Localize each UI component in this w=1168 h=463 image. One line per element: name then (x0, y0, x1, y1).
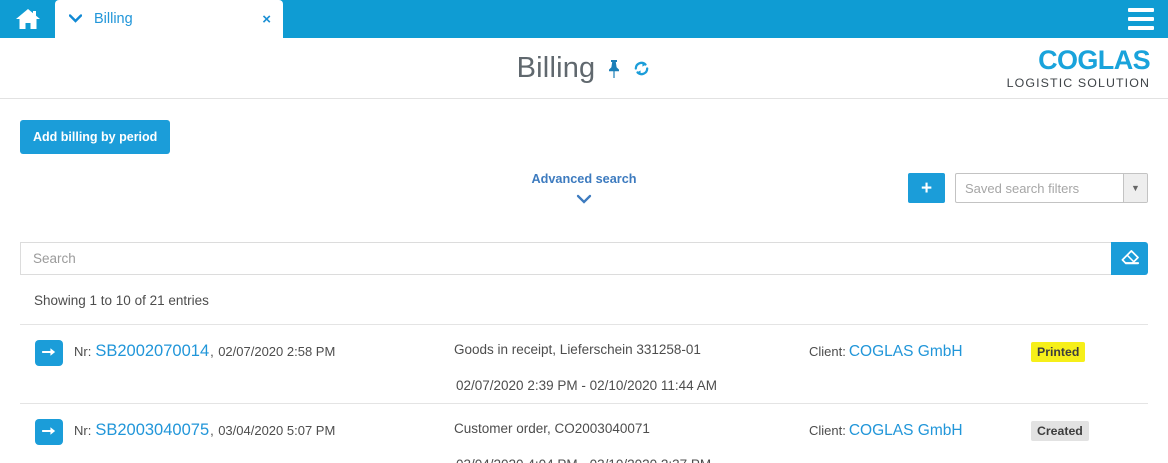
saved-search-filters-value: Saved search filters (965, 180, 1080, 196)
page-title: Billing (516, 52, 596, 84)
open-row-button[interactable] (35, 340, 63, 366)
saved-search-filters-select[interactable]: Saved search filters ▼ (955, 173, 1148, 203)
tab-label: Billing (94, 11, 133, 27)
browser-tab-bar: Billing × (0, 0, 1168, 38)
row-number-cell: Nr: SB2003040075, 03/04/2020 5:07 PM (74, 417, 454, 440)
add-filter-button[interactable]: + (908, 173, 945, 203)
row-action-cell (20, 338, 74, 366)
row-description: Goods in receipt, Lieferschein 331258-01 (454, 342, 701, 357)
home-button[interactable] (0, 0, 55, 38)
row-description: Customer order, CO2003040071 (454, 421, 650, 436)
logo-tagline: LOGISTIC SOLUTION (1006, 76, 1150, 90)
row-client-cell: Client: COGLAS GmbH (809, 338, 1031, 361)
nr-label: Nr: (74, 423, 92, 438)
home-icon (14, 7, 42, 32)
row-description-cell: Goods in receipt, Lieferschein 331258-01… (454, 338, 809, 393)
nr-label: Nr: (74, 344, 92, 359)
status-badge: Printed (1031, 342, 1086, 362)
row-date: 03/04/2020 5:07 PM (218, 423, 336, 438)
row-status-cell: Printed (1031, 338, 1148, 362)
add-billing-by-period-button[interactable]: Add billing by period (20, 120, 171, 154)
chevron-down-icon[interactable] (20, 192, 1148, 207)
status-badge: Created (1031, 421, 1089, 441)
arrow-right-icon (41, 346, 57, 361)
row-date-range: 02/07/2020 2:39 PM - 02/10/2020 11:44 AM (456, 378, 717, 393)
hamburger-bar (1128, 26, 1154, 30)
billing-number-link[interactable]: SB2003040075 (95, 421, 210, 439)
advanced-search-link[interactable]: Advanced search (531, 172, 637, 186)
client-link[interactable]: COGLAS GmbH (848, 422, 963, 439)
client-link[interactable]: COGLAS GmbH (848, 343, 963, 360)
tab-billing[interactable]: Billing × (55, 0, 283, 38)
main-content: Add billing by period Advanced search + … (0, 99, 1168, 463)
page-title-group: Billing (0, 38, 1168, 99)
advanced-search-toggle[interactable]: Advanced search (20, 170, 1148, 207)
close-icon[interactable]: × (262, 10, 271, 28)
row-date-range: 03/04/2020 4:04 PM - 03/10/2020 2:37 PM (454, 457, 809, 463)
chevron-down-icon[interactable]: ▼ (1123, 174, 1147, 202)
row-status-cell: Created (1031, 417, 1148, 441)
row-description-cell: Customer order, CO2003040071 03/04/2020 … (454, 417, 809, 463)
brand-logo: COGLAS LOGISTIC SOLUTION (1006, 45, 1151, 90)
row-comma: , (210, 423, 214, 438)
arrow-right-icon (41, 425, 57, 440)
saved-filters-group: + Saved search filters ▼ (908, 173, 1148, 203)
row-client-cell: Client: COGLAS GmbH (809, 417, 1031, 440)
hamburger-bar (1128, 17, 1154, 21)
logo-wordmark: COGLAS (1038, 45, 1151, 75)
clear-search-button[interactable] (1111, 242, 1148, 275)
row-action-cell (20, 417, 74, 445)
hamburger-bar (1128, 8, 1154, 12)
entries-info: Showing 1 to 10 of 21 entries (34, 293, 209, 308)
chevron-down-icon[interactable] (68, 13, 83, 25)
page-header: Billing COGLAS LOGISTIC SOLUTION (0, 38, 1168, 99)
row-date: 02/07/2020 2:58 PM (218, 344, 336, 359)
billing-table: Nr: SB2002070014, 02/07/2020 2:58 PM Good… (20, 324, 1148, 463)
hamburger-menu-icon[interactable] (1128, 8, 1154, 30)
table-row[interactable]: Nr: SB2002070014, 02/07/2020 2:58 PM Good… (20, 324, 1148, 403)
client-label: Client: (809, 423, 846, 438)
billing-number-link[interactable]: SB2002070014 (95, 342, 210, 360)
search-input[interactable] (20, 242, 1111, 275)
eraser-icon (1120, 249, 1140, 269)
search-toolbar: Advanced search + Saved search filters ▼ (20, 170, 1148, 242)
row-number-cell: Nr: SB2002070014, 02/07/2020 2:58 PM (74, 338, 454, 361)
refresh-icon[interactable] (632, 59, 651, 78)
search-bar (20, 242, 1148, 275)
pin-icon[interactable] (605, 59, 622, 79)
table-row[interactable]: Nr: SB2003040075, 03/04/2020 5:07 PM Cust… (20, 403, 1148, 463)
client-label: Client: (809, 344, 846, 359)
row-comma: , (210, 344, 214, 359)
open-row-button[interactable] (35, 419, 63, 445)
